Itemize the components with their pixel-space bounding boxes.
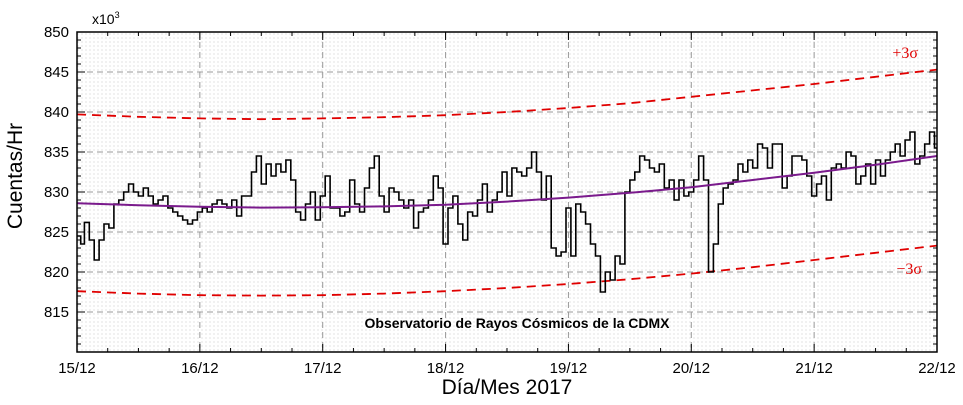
y-tick-label: 815	[44, 304, 69, 321]
y-tick-label: 830	[44, 184, 69, 201]
x-tick-label: 19/12	[550, 360, 588, 377]
lower-sigma-label: −3σ	[896, 261, 922, 278]
x-tick-label: 16/12	[181, 360, 219, 377]
y-tick-label: 850	[44, 24, 69, 41]
tick-labels: 15/12 16/12 17/12 18/12 19/12 20/12 21/12 22/12…	[44, 24, 956, 377]
series-layer	[77, 68, 937, 297]
x-tick-label: 22/12	[918, 360, 956, 377]
fit-curve	[77, 155, 937, 209]
observatory-annotation: Observatorio de Rayos Cósmicos de la CDM…	[365, 315, 671, 331]
counts-step-series	[77, 131, 937, 293]
x-tick-label: 21/12	[795, 360, 833, 377]
x-tick-label: 15/12	[58, 360, 96, 377]
y-tick-label: 825	[44, 224, 69, 241]
y-tick-label: 845	[44, 64, 69, 81]
x-tick-label: 17/12	[304, 360, 342, 377]
y-tick-label: 820	[44, 264, 69, 281]
upper-sigma-label: +3σ	[892, 45, 918, 62]
upper-sigma-band	[77, 68, 937, 121]
major-grid	[77, 32, 937, 352]
x-tick-label: 20/12	[673, 360, 711, 377]
y-multiplier: x103	[92, 10, 120, 27]
y-tick-label: 840	[44, 104, 69, 121]
x-axis-title: Día/Mes 2017	[442, 376, 573, 399]
lower-sigma-band	[77, 244, 937, 297]
x-tick-label: 18/12	[427, 360, 465, 377]
y-axis-title: Cuentas/Hr	[4, 123, 27, 229]
tick-marks	[76, 31, 938, 353]
y-tick-label: 835	[44, 144, 69, 161]
